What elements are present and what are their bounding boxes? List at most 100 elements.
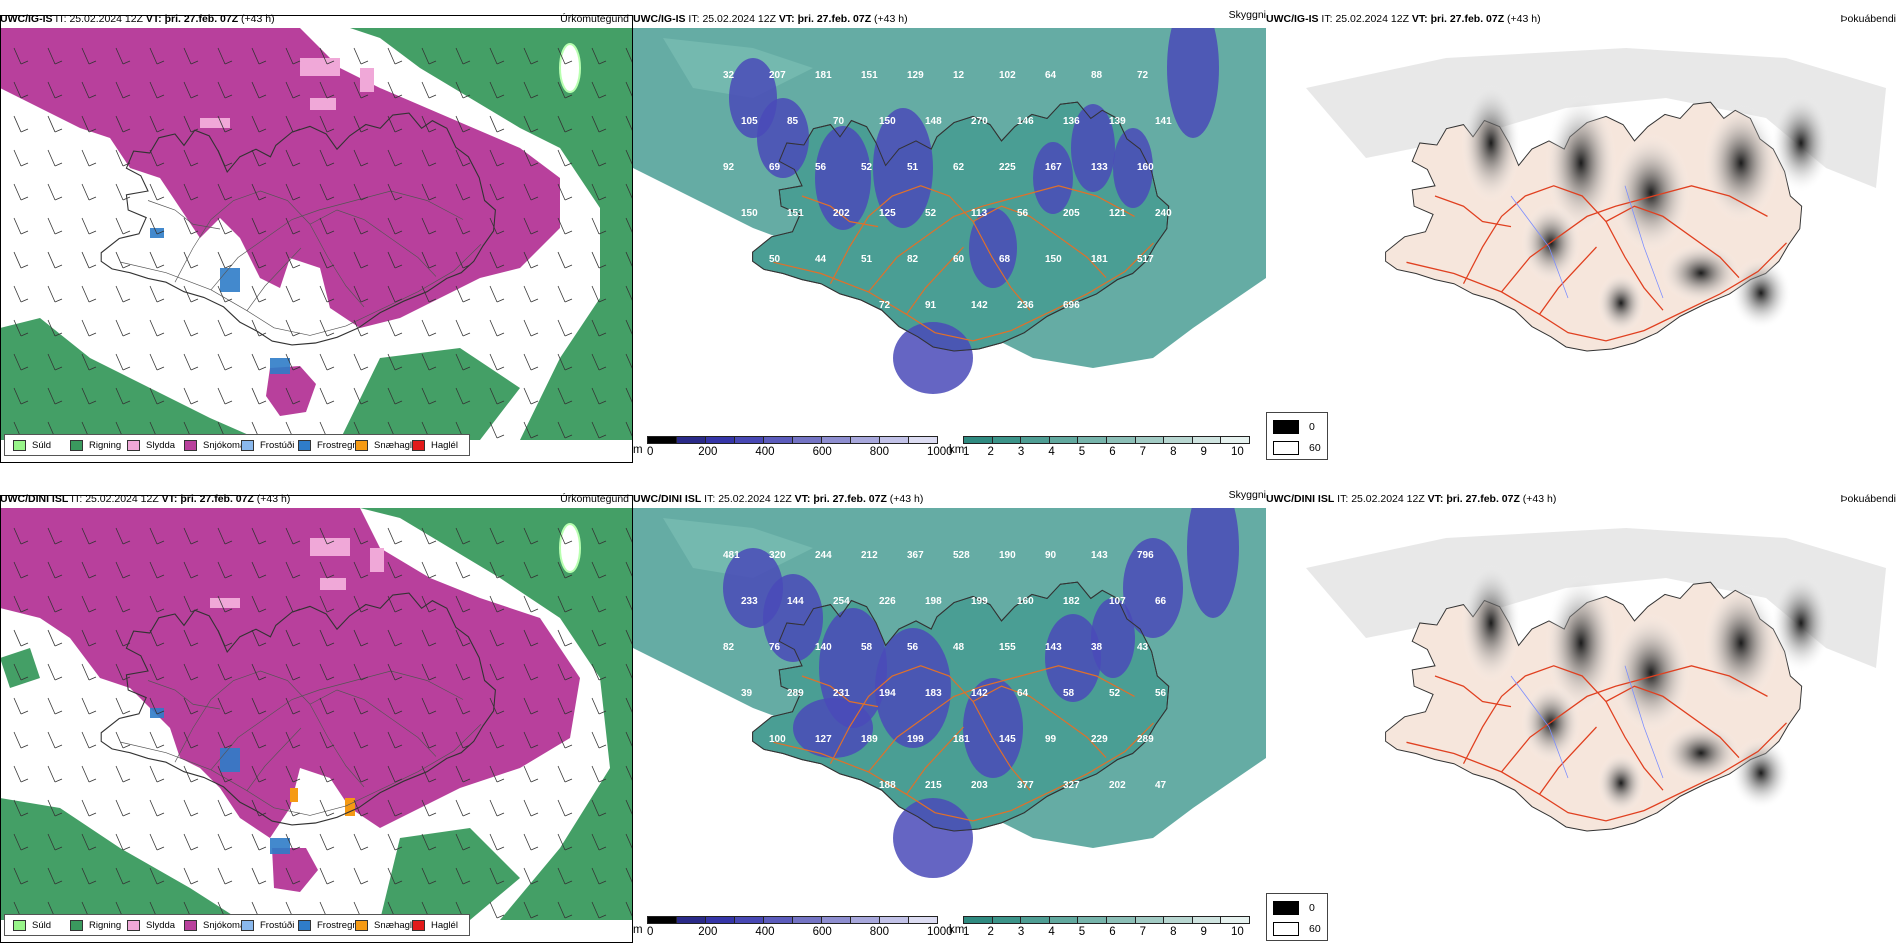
visibility-panel-top: UWC/IG-IS IT: 25.02.2024 12Z VT: þri. 27…	[633, 10, 1266, 462]
precip-legend: Súld Rigning Slydda Snjókoma Frostúði Frostre…	[4, 434, 470, 456]
cloudbase-label: 47	[1155, 780, 1167, 791]
legend-item: Súld	[13, 439, 51, 451]
visibility-map: 32 207 181 151 129 12 102 64 88 72 105 85 70 150 148 27…	[633, 28, 1266, 440]
legend-label: Súld	[32, 919, 52, 931]
fog-legend: 0 60	[1266, 412, 1328, 460]
colorbar-segment	[991, 916, 1022, 924]
cloudbase-label: 188	[879, 780, 896, 791]
colorbar-segment	[734, 436, 764, 444]
colorbar-tick: 6	[1109, 926, 1116, 938]
panel-header: UWC/DINI ISL IT: 25.02.2024 12Z VT: þri.…	[1266, 493, 1557, 505]
legend-swatch	[298, 919, 311, 931]
cloudbase-colorbar: m 0 200 400 600 800 1000	[633, 436, 953, 460]
legend-label: Frostregn	[317, 439, 358, 451]
panel-header: UWC/IG-IS IT: 25.02.2024 12Z VT: þri. 27…	[0, 13, 275, 25]
colorbar-segment	[879, 916, 909, 924]
legend-item: Frostregn	[298, 439, 358, 451]
cloudbase-label: 327	[1063, 780, 1080, 791]
colorbar-tick: 10	[1231, 446, 1244, 458]
colorbar-segment	[763, 916, 793, 924]
cloudbase-label: 143	[1091, 550, 1108, 561]
colorbar-segment	[792, 916, 822, 924]
panel-header: UWC/DINI ISL IT: 25.02.2024 12Z VT: þri.…	[633, 493, 924, 505]
colorbar-segment	[963, 916, 993, 924]
cloudbase-label: 199	[971, 596, 988, 607]
precip-map	[0, 508, 633, 920]
colorbar-segment	[908, 916, 938, 924]
legend-label: Súld	[32, 439, 52, 451]
cloudbase-label: 90	[1045, 550, 1057, 561]
cloudbase-label: 121	[1109, 208, 1126, 219]
colorbar-tick: 3	[1017, 446, 1025, 458]
colorbar-segment	[1163, 436, 1193, 444]
cloudbase-label: 12	[953, 70, 965, 81]
cloudbase-label: 88	[1091, 70, 1103, 81]
legend-label: Slydda	[146, 439, 176, 451]
colorbar-segment	[1048, 916, 1079, 924]
cloudbase-label: 207	[769, 70, 786, 81]
cloudbase-label: 481	[723, 550, 740, 561]
cloudbase-label: 144	[787, 596, 804, 607]
colorbar-segment	[676, 916, 706, 924]
colorbar-segment	[1106, 436, 1136, 444]
colorbar-unit: m	[633, 444, 643, 456]
precip-panel-top: UWC/IG-IS IT: 25.02.2024 12Z VT: þri. 27…	[0, 10, 633, 462]
colorbar-unit: km	[949, 924, 965, 936]
cloudbase-label: 72	[879, 300, 891, 311]
cloudbase-label: 64	[1045, 70, 1057, 81]
colorbar-segment	[1163, 916, 1193, 924]
colorbar-tick: 8	[1170, 926, 1177, 938]
legend-item: Rigning	[70, 439, 121, 451]
colorbar-segment	[1020, 436, 1050, 444]
cloudbase-label: 68	[999, 254, 1011, 265]
cloudbase-label: 32	[723, 70, 735, 81]
cloudbase-label: 130	[769, 826, 786, 837]
colorbar-segment	[1077, 916, 1107, 924]
cloudbase-label: 150	[879, 116, 896, 127]
cloudbase-label: 58	[861, 642, 873, 653]
cloudbase-label: 233	[741, 596, 758, 607]
legend-item: Snæhagl	[355, 439, 412, 451]
cloudbase-label: 160	[1137, 162, 1154, 173]
legend-swatch	[13, 919, 26, 931]
cloudbase-label: 143	[1045, 642, 1062, 653]
visibility-map: 481 320 244 212 367 528 190 90 143 796 233 144 254 22…	[633, 508, 1266, 920]
legend-swatch	[355, 439, 368, 451]
cloudbase-label: 113	[971, 208, 988, 219]
colorbar-tick: 1	[963, 926, 970, 938]
cloudbase-label: 236	[1017, 300, 1034, 311]
colorbar-segment	[850, 916, 880, 924]
legend-swatch	[298, 439, 311, 451]
legend-swatch	[127, 919, 140, 931]
cloudbase-label: 69	[769, 162, 781, 173]
fog-map	[1266, 508, 1900, 920]
cloudbase-label: 64	[1017, 688, 1029, 699]
cloudbase-label: 194	[879, 688, 896, 699]
field-title: Þokuábendi	[1840, 493, 1896, 505]
field-title: Þokuábendi	[1840, 13, 1896, 25]
fog-swatch	[1273, 922, 1299, 936]
cloudbase-label: 100	[769, 734, 786, 745]
colorbar-tick: 8	[1170, 446, 1177, 458]
cloudbase-label: 151	[833, 780, 850, 791]
cloudbase-label: 528	[953, 550, 970, 561]
cloudbase-label: 205	[1063, 208, 1080, 219]
legend-swatch	[184, 919, 197, 931]
colorbar-tick: 6	[1109, 446, 1116, 458]
cloudbase-label: 56	[1155, 688, 1167, 699]
cloudbase-label: 150	[741, 208, 758, 219]
cloudbase-label: 155	[999, 642, 1016, 653]
colorbar-tick: 200	[698, 926, 718, 938]
colorbar-segment	[1134, 916, 1165, 924]
colorbar-segment	[1048, 436, 1079, 444]
colorbar-tick: 200	[698, 446, 718, 458]
cloudbase-label: 62	[953, 162, 965, 173]
cloudbase-label: 51	[861, 254, 873, 265]
colorbar-segment	[821, 436, 851, 444]
legend-swatch	[70, 919, 83, 931]
legend-label: Haglél	[431, 919, 458, 931]
cloudbase-label: 56	[1017, 208, 1029, 219]
fog-map	[1266, 28, 1900, 440]
cloudbase-label: 58	[1063, 688, 1075, 699]
cloudbase-label: 82	[907, 254, 919, 265]
